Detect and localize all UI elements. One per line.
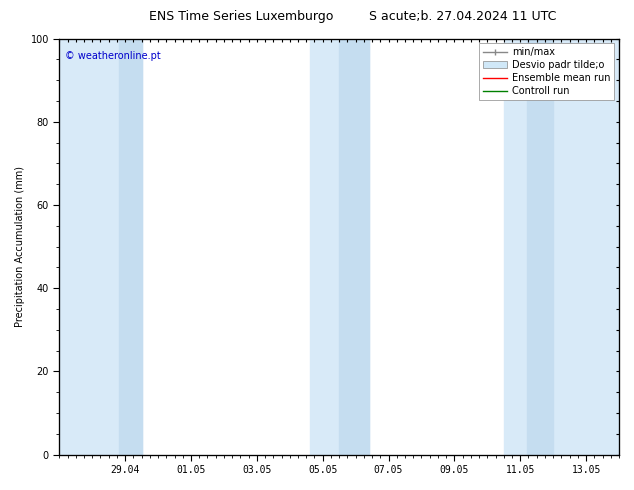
Bar: [60, 39, 141, 455]
Text: S acute;b. 27.04.2024 11 UTC: S acute;b. 27.04.2024 11 UTC: [369, 10, 557, 23]
Text: ENS Time Series Luxemburgo: ENS Time Series Luxemburgo: [149, 10, 333, 23]
Bar: [119, 39, 141, 455]
Bar: [527, 39, 553, 455]
Bar: [504, 39, 619, 455]
Bar: [309, 39, 369, 455]
Bar: [339, 39, 369, 455]
Y-axis label: Precipitation Accumulation (mm): Precipitation Accumulation (mm): [15, 166, 25, 327]
Text: © weatheronline.pt: © weatheronline.pt: [65, 51, 160, 61]
Legend: min/max, Desvio padr tilde;o, Ensemble mean run, Controll run: min/max, Desvio padr tilde;o, Ensemble m…: [479, 44, 614, 100]
